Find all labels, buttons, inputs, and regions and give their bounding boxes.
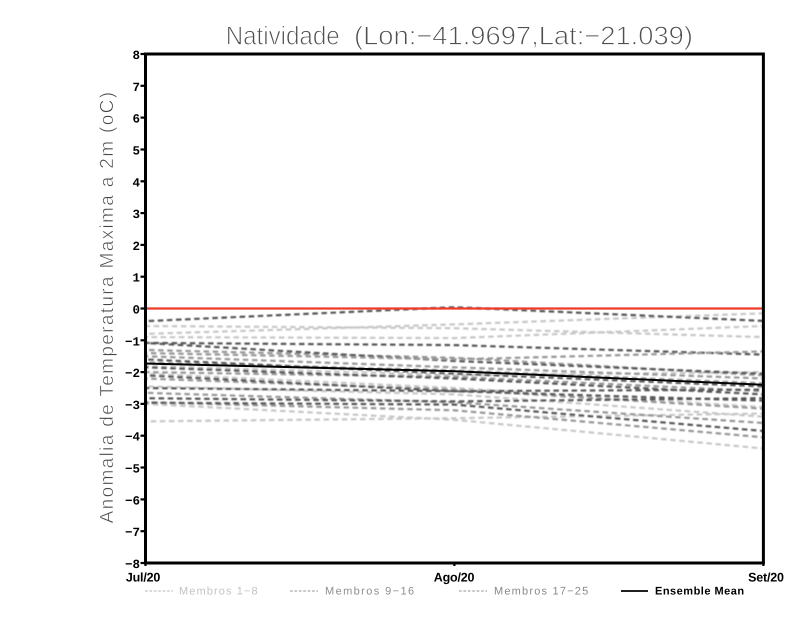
svg-text:4: 4 — [132, 176, 140, 190]
svg-text:(Lon:−41.9697,Lat:−21.039): (Lon:−41.9697,Lat:−21.039) — [354, 20, 693, 50]
svg-text:6: 6 — [132, 113, 140, 127]
svg-text:Ensemble Mean: Ensemble Mean — [655, 586, 745, 598]
svg-text:−6: −6 — [125, 494, 140, 508]
svg-text:Jul/20: Jul/20 — [126, 571, 160, 585]
svg-text:7: 7 — [132, 81, 140, 95]
svg-text:Set/20: Set/20 — [748, 571, 784, 585]
svg-text:1: 1 — [132, 272, 140, 286]
svg-text:8: 8 — [132, 49, 140, 63]
svg-text:0: 0 — [132, 304, 140, 318]
svg-text:−8: −8 — [125, 558, 140, 572]
svg-text:Ago/20: Ago/20 — [434, 571, 475, 585]
svg-text:−2: −2 — [125, 367, 140, 381]
svg-text:−7: −7 — [125, 526, 140, 540]
svg-text:5: 5 — [132, 145, 140, 159]
svg-text:−4: −4 — [125, 431, 141, 445]
svg-text:Membros 9−16: Membros 9−16 — [325, 586, 415, 598]
svg-text:−3: −3 — [125, 399, 140, 413]
svg-text:3: 3 — [132, 208, 140, 222]
svg-text:Membros 17−25: Membros 17−25 — [494, 586, 589, 598]
svg-text:Membros 1−8: Membros 1−8 — [179, 586, 259, 598]
svg-text:Anomalia de Temperatura Maxima: Anomalia de Temperatura Maxima a 2m (oC) — [97, 91, 118, 524]
svg-text:−1: −1 — [125, 335, 140, 349]
svg-text:Natividade: Natividade — [226, 20, 340, 50]
svg-text:−5: −5 — [125, 463, 140, 477]
svg-text:2: 2 — [132, 240, 140, 254]
